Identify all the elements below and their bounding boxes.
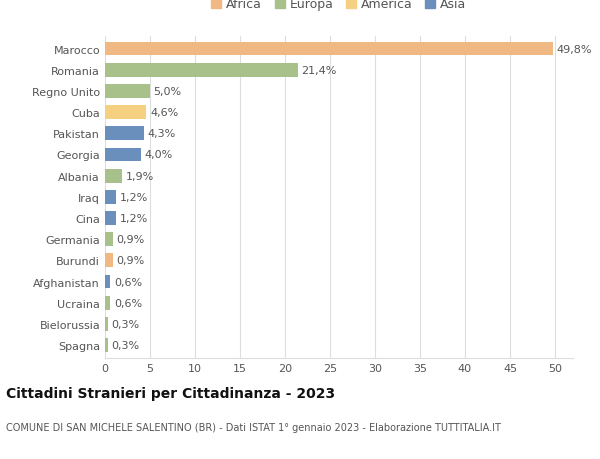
Bar [105, 169, 122, 183]
Text: 0,3%: 0,3% [112, 319, 139, 329]
Text: 1,2%: 1,2% [119, 213, 148, 224]
Text: 0,9%: 0,9% [116, 256, 145, 266]
Bar [105, 148, 141, 162]
Bar [105, 275, 110, 289]
Bar [105, 296, 110, 310]
Legend: Africa, Europa, America, Asia: Africa, Europa, America, Asia [206, 0, 472, 16]
Text: 0,6%: 0,6% [114, 277, 142, 287]
Text: 0,9%: 0,9% [116, 235, 145, 245]
Text: 0,6%: 0,6% [114, 298, 142, 308]
Text: 49,8%: 49,8% [557, 45, 592, 55]
Text: 4,6%: 4,6% [150, 108, 178, 118]
Bar [105, 254, 113, 268]
Text: 5,0%: 5,0% [154, 87, 182, 97]
Bar [105, 127, 144, 141]
Text: 1,9%: 1,9% [126, 171, 154, 181]
Text: 4,0%: 4,0% [145, 150, 173, 160]
Text: COMUNE DI SAN MICHELE SALENTINO (BR) - Dati ISTAT 1° gennaio 2023 - Elaborazione: COMUNE DI SAN MICHELE SALENTINO (BR) - D… [6, 423, 501, 432]
Text: 4,3%: 4,3% [148, 129, 176, 139]
Bar [105, 64, 298, 78]
Bar [105, 338, 108, 352]
Bar [105, 190, 116, 204]
Bar [105, 212, 116, 225]
Bar [105, 106, 146, 120]
Bar [105, 233, 113, 246]
Text: 21,4%: 21,4% [301, 66, 337, 76]
Bar [105, 85, 150, 99]
Text: 0,3%: 0,3% [112, 340, 139, 350]
Text: Cittadini Stranieri per Cittadinanza - 2023: Cittadini Stranieri per Cittadinanza - 2… [6, 386, 335, 400]
Text: 1,2%: 1,2% [119, 192, 148, 202]
Bar [105, 317, 108, 331]
Bar [105, 43, 553, 56]
